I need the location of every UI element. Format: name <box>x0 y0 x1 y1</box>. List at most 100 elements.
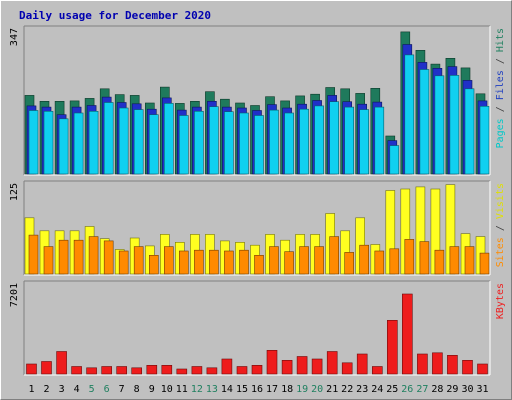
panel-hits-axis-label-part: Hits <box>495 28 506 52</box>
bar-hits-pages-day-14 <box>224 111 234 175</box>
bar-hits-pages-day-30 <box>464 88 475 175</box>
bar-kbytes-kbytes-day-28 <box>432 352 443 375</box>
bar-kbytes-kbytes-day-10 <box>161 364 173 375</box>
bar-visits-sites-day-6 <box>103 240 114 275</box>
panel-visits-axis-label-part: Visits <box>495 183 506 219</box>
panel-hits-axis-label-part: / <box>495 52 506 70</box>
bar-visits-sites-day-25 <box>389 248 400 275</box>
bar-visits-sites-day-12 <box>194 249 204 275</box>
day-label-16: 16 <box>251 384 263 395</box>
day-label-22: 22 <box>341 384 353 395</box>
day-label-18: 18 <box>281 384 293 395</box>
panel-kbytes-max-label: 7201 <box>9 283 20 307</box>
day-label-13: 13 <box>206 384 218 395</box>
bar-kbytes-kbytes-day-13 <box>206 367 218 375</box>
day-label-1: 1 <box>28 384 34 395</box>
bar-hits-pages-day-4 <box>73 112 84 175</box>
bar-visits-sites-day-20 <box>314 246 324 275</box>
bar-kbytes-kbytes-day-7 <box>116 366 127 375</box>
bar-visits-sites-day-15 <box>239 249 249 275</box>
bar-kbytes-kbytes-day-16 <box>251 364 263 375</box>
chart-title: Daily usage for December 2020 <box>19 9 211 22</box>
day-label-25: 25 <box>386 384 398 395</box>
bar-visits-sites-day-3 <box>58 239 69 275</box>
bar-visits-sites-day-29 <box>449 246 460 275</box>
panel-hits-max-label: 347 <box>9 28 20 46</box>
bar-kbytes-kbytes-day-1 <box>26 363 37 375</box>
bar-hits-pages-day-24 <box>374 106 385 175</box>
bar-kbytes-kbytes-day-17 <box>266 349 278 375</box>
bar-hits-pages-day-28 <box>434 75 445 175</box>
bar-visits-sites-day-23 <box>359 244 370 275</box>
bar-hits-pages-day-17 <box>269 109 279 175</box>
bar-hits-pages-day-25 <box>389 145 400 175</box>
bar-kbytes-kbytes-day-18 <box>281 359 293 375</box>
bar-kbytes-kbytes-day-26 <box>401 293 413 375</box>
bar-hits-pages-day-21 <box>329 101 340 175</box>
bar-visits-sites-day-18 <box>284 251 294 275</box>
bar-kbytes-kbytes-day-30 <box>462 359 473 375</box>
bar-kbytes-kbytes-day-6 <box>101 366 112 375</box>
panel-kbytes-axis-label: KBytes <box>495 283 506 319</box>
day-label-26: 26 <box>401 384 413 395</box>
bar-kbytes-kbytes-day-5 <box>86 367 97 375</box>
bar-hits-pages-day-16 <box>254 115 264 175</box>
bar-kbytes-kbytes-day-15 <box>236 366 248 375</box>
bar-kbytes-kbytes-day-11 <box>176 368 188 375</box>
bar-kbytes-kbytes-day-21 <box>326 351 338 375</box>
day-label-23: 23 <box>356 384 368 395</box>
bar-visits-sites-day-10 <box>164 246 174 275</box>
bar-visits-sites-day-1 <box>28 234 39 275</box>
bar-visits-sites-day-13 <box>209 249 219 275</box>
bar-hits-pages-day-19 <box>299 108 309 175</box>
bar-visits-sites-day-16 <box>254 255 264 275</box>
day-label-7: 7 <box>119 384 125 395</box>
day-label-30: 30 <box>461 384 473 395</box>
day-label-4: 4 <box>74 384 80 395</box>
day-label-19: 19 <box>296 384 308 395</box>
day-label-28: 28 <box>431 384 443 395</box>
bar-visits-sites-day-14 <box>224 250 234 275</box>
bar-hits-pages-day-8 <box>133 109 144 175</box>
day-label-15: 15 <box>236 384 248 395</box>
bar-visits-sites-day-27 <box>419 241 430 275</box>
bar-kbytes-kbytes-day-31 <box>477 363 488 375</box>
bar-visits-sites-day-22 <box>344 252 355 275</box>
panel-visits-axis-label: Sites / Visits <box>495 183 506 267</box>
bar-hits-pages-day-23 <box>359 109 370 175</box>
bar-hits-pages-day-1 <box>28 110 39 175</box>
bar-visits-sites-day-30 <box>464 246 475 275</box>
panel-visits-max-label: 125 <box>9 183 20 201</box>
bar-visits-sites-day-28 <box>434 249 445 275</box>
day-label-27: 27 <box>416 384 428 395</box>
bar-kbytes-kbytes-day-27 <box>417 353 428 375</box>
bar-hits-pages-day-12 <box>194 111 204 175</box>
bar-hits-pages-day-15 <box>239 112 249 175</box>
bar-hits-pages-day-6 <box>103 102 114 175</box>
day-label-3: 3 <box>59 384 65 395</box>
day-label-29: 29 <box>446 384 458 395</box>
bar-visits-sites-day-21 <box>329 236 340 275</box>
bar-kbytes-kbytes-day-22 <box>341 362 353 375</box>
bar-kbytes-kbytes-day-3 <box>56 351 67 375</box>
bar-visits-sites-day-31 <box>479 252 490 275</box>
bar-hits-pages-day-26 <box>404 54 415 175</box>
day-label-31: 31 <box>476 384 488 395</box>
bar-hits-pages-day-27 <box>419 69 430 175</box>
bar-visits-sites-day-8 <box>133 246 144 275</box>
bar-visits-sites-day-19 <box>299 246 309 275</box>
bar-hits-pages-day-10 <box>164 103 174 175</box>
bar-hits-pages-day-5 <box>88 111 99 175</box>
bar-kbytes-kbytes-day-20 <box>311 358 323 375</box>
day-label-9: 9 <box>149 384 155 395</box>
bar-visits-sites-day-2 <box>43 246 54 275</box>
panel-hits-axis-label-part: Pages <box>495 118 506 148</box>
day-label-14: 14 <box>221 384 233 395</box>
bar-visits-sites-day-26 <box>404 239 415 275</box>
bar-hits-pages-day-11 <box>179 115 189 175</box>
bar-kbytes-kbytes-day-4 <box>71 366 82 375</box>
bar-kbytes-kbytes-day-29 <box>447 354 458 375</box>
bar-visits-sites-day-5 <box>88 236 99 275</box>
bar-hits-pages-day-3 <box>58 118 69 175</box>
